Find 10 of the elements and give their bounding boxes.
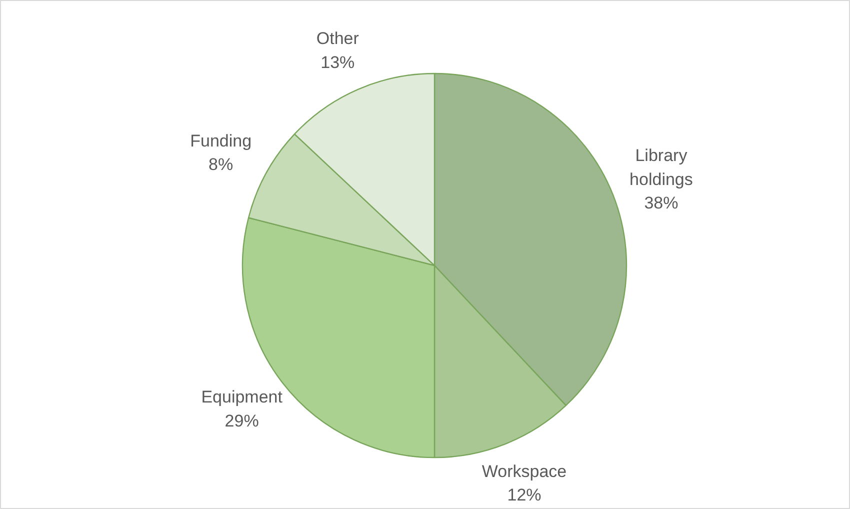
slice-label: Other <box>316 29 360 48</box>
data-label: 38% <box>644 194 678 213</box>
data-label: 12% <box>507 486 542 505</box>
slice-label: Library holdings <box>630 146 693 189</box>
slice-label: Funding <box>190 131 252 150</box>
data-label: 13% <box>320 52 355 72</box>
data-label: 29% <box>224 411 259 430</box>
slice-label: Workspace <box>482 462 567 481</box>
slice-label: Equipment <box>201 388 283 407</box>
data-label: 8% <box>208 155 234 174</box>
